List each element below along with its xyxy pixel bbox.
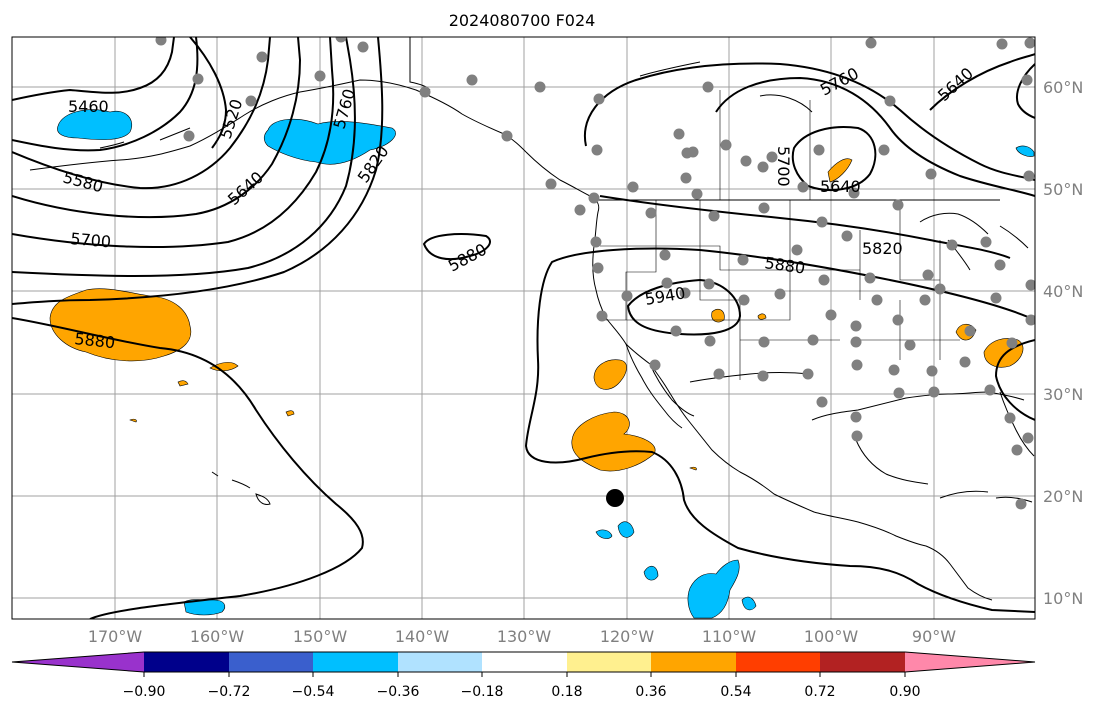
lon-label: 100°W <box>804 627 859 646</box>
colorbar-tick-label: 0.36 <box>635 684 666 700</box>
station-markers <box>155 37 1035 510</box>
contour-label: 5640 <box>820 177 861 196</box>
lat-label: 10°N <box>1043 589 1083 608</box>
colorbar-labels: −0.90 −0.72 −0.54 −0.36 −0.18 0.18 0.36 … <box>123 684 921 700</box>
political-borders <box>600 90 960 380</box>
colorbar-ticks <box>143 672 906 677</box>
colorbar-segment <box>398 652 482 672</box>
lat-label: 20°N <box>1043 487 1083 506</box>
lat-label: 40°N <box>1043 282 1083 301</box>
lon-label: 160°W <box>190 627 245 646</box>
negative-regions <box>57 109 1035 619</box>
longitude-labels: 170°W 160°W 150°W 140°W 130°W 120°W 110°… <box>88 627 956 646</box>
lon-label: 130°W <box>497 627 552 646</box>
map-title: 2024080700 F024 <box>449 11 596 30</box>
colorbar-extend-max <box>905 652 1035 672</box>
focus-point-marker <box>606 489 624 507</box>
colorbar-segment <box>651 652 736 672</box>
colorbar-segment <box>567 652 651 672</box>
lat-label: 50°N <box>1043 180 1083 199</box>
lon-label: 170°W <box>88 627 143 646</box>
lon-label: 90°W <box>912 627 956 646</box>
contour-label: 5700 <box>774 146 793 187</box>
colorbar-extend-min <box>12 652 144 672</box>
colorbar-segment <box>736 652 820 672</box>
colorbar-segment <box>482 652 567 672</box>
colorbar-segment <box>313 652 398 672</box>
lat-label: 60°N <box>1043 78 1083 97</box>
map-area: 5460 5520 5580 5640 5700 5760 5820 5880 … <box>11 36 1083 646</box>
lon-label: 110°W <box>702 627 757 646</box>
colorbar: −0.90 −0.72 −0.54 −0.36 −0.18 0.18 0.36 … <box>11 651 1036 700</box>
map-frame <box>11 36 1036 620</box>
coastlines <box>29 37 1035 601</box>
colorbar-tick-label: 0.72 <box>804 684 835 700</box>
contour-label: 5880 <box>74 329 116 352</box>
colorbar-tick-label: 0.18 <box>551 684 582 700</box>
colorbar-tick-label: −0.54 <box>292 684 335 700</box>
lon-label: 120°W <box>600 627 655 646</box>
lon-label: 150°W <box>293 627 348 646</box>
contour-label: 5460 <box>68 97 109 116</box>
contour-label: 5820 <box>862 239 903 258</box>
lat-label: 30°N <box>1043 385 1083 404</box>
colorbar-tick-label: −0.90 <box>123 684 166 700</box>
contour-label: 5700 <box>70 229 112 251</box>
colorbar-tick-label: −0.18 <box>461 684 504 700</box>
colorbar-segment <box>144 652 229 672</box>
colorbar-segment <box>820 652 905 672</box>
latitude-labels: 10°N 20°N 30°N 40°N 50°N 60°N <box>1043 78 1083 608</box>
lon-label: 140°W <box>395 627 450 646</box>
colorbar-segment <box>229 652 313 672</box>
colorbar-tick-label: 0.54 <box>720 684 751 700</box>
colorbar-tick-label: 0.90 <box>889 684 920 700</box>
colorbar-tick-label: −0.36 <box>377 684 420 700</box>
colorbar-tick-label: −0.72 <box>208 684 251 700</box>
